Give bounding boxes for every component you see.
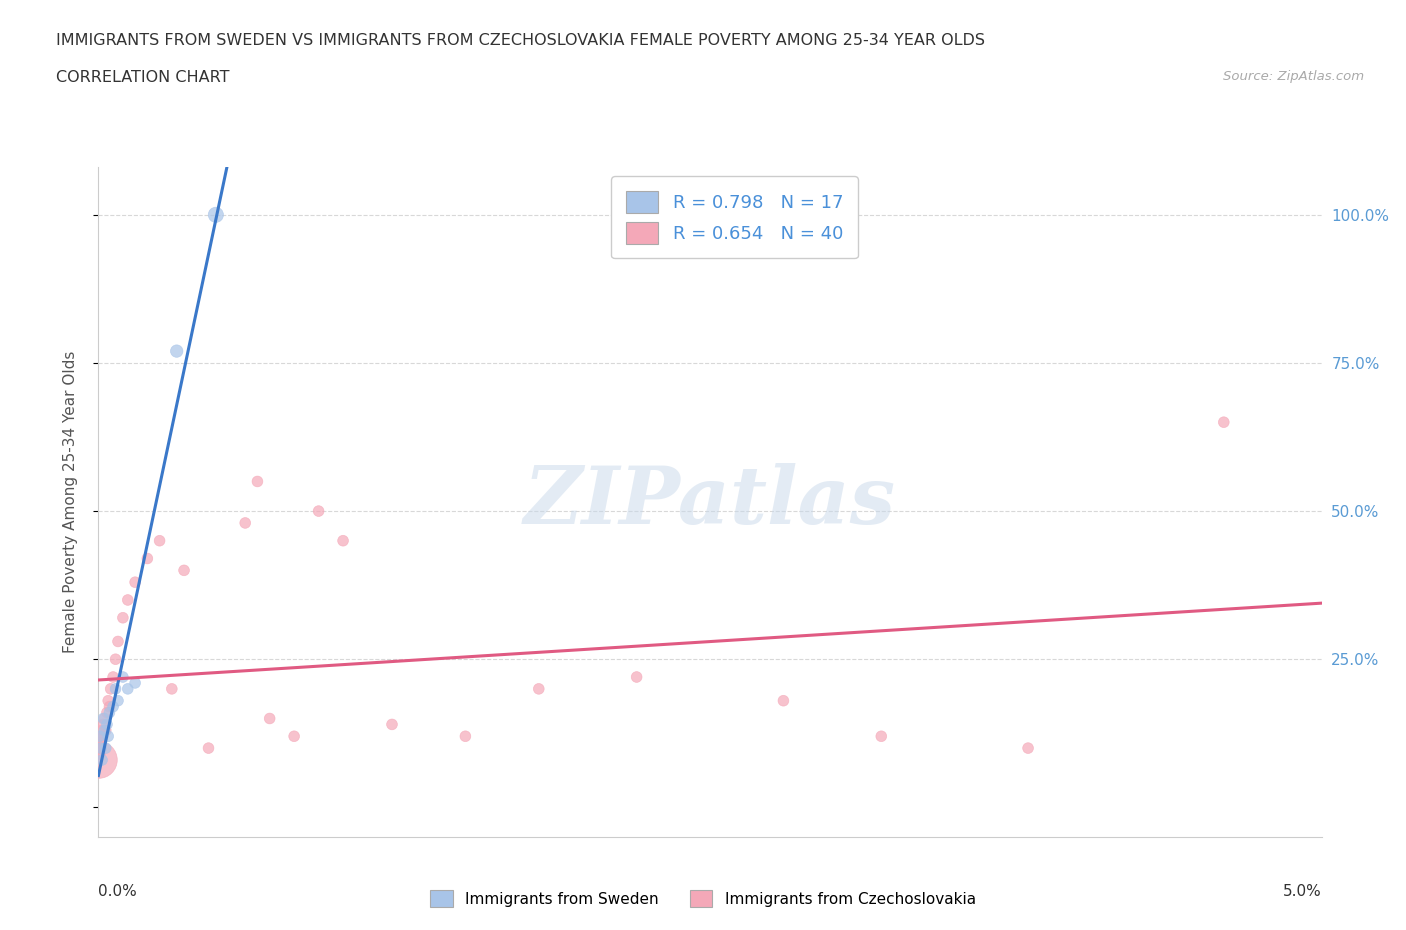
Point bbox=[197, 740, 219, 755]
Point bbox=[90, 740, 112, 755]
Text: 0.0%: 0.0% bbox=[98, 884, 138, 899]
Point bbox=[91, 729, 114, 744]
Point bbox=[101, 670, 124, 684]
Text: CORRELATION CHART: CORRELATION CHART bbox=[56, 70, 229, 85]
Point bbox=[98, 699, 121, 714]
Point bbox=[259, 711, 281, 726]
Point bbox=[91, 723, 114, 737]
Point bbox=[1212, 415, 1234, 430]
Point bbox=[89, 740, 111, 755]
Point bbox=[870, 729, 893, 744]
Point bbox=[166, 344, 188, 359]
Point bbox=[93, 723, 115, 737]
Point bbox=[205, 207, 228, 222]
Point bbox=[90, 729, 112, 744]
Point bbox=[160, 682, 183, 697]
Point bbox=[89, 747, 111, 762]
Point bbox=[626, 670, 648, 684]
Point bbox=[111, 610, 134, 625]
Point bbox=[117, 682, 139, 697]
Point bbox=[107, 634, 129, 649]
Point bbox=[89, 729, 111, 744]
Point bbox=[173, 563, 195, 578]
Point bbox=[91, 717, 114, 732]
Point bbox=[97, 693, 120, 708]
Legend: R = 0.798   N = 17, R = 0.654   N = 40: R = 0.798 N = 17, R = 0.654 N = 40 bbox=[612, 177, 858, 259]
Point bbox=[149, 533, 172, 548]
Point bbox=[283, 729, 305, 744]
Point bbox=[124, 675, 146, 690]
Point bbox=[87, 752, 110, 767]
Point bbox=[91, 752, 114, 767]
Point bbox=[94, 723, 117, 737]
Text: IMMIGRANTS FROM SWEDEN VS IMMIGRANTS FROM CZECHOSLOVAKIA FEMALE POVERTY AMONG 25: IMMIGRANTS FROM SWEDEN VS IMMIGRANTS FRO… bbox=[56, 33, 986, 47]
Text: ZIPatlas: ZIPatlas bbox=[524, 463, 896, 541]
Point bbox=[124, 575, 146, 590]
Point bbox=[233, 515, 256, 530]
Point bbox=[101, 699, 124, 714]
Point bbox=[93, 711, 115, 726]
Text: Source: ZipAtlas.com: Source: ZipAtlas.com bbox=[1223, 70, 1364, 83]
Point bbox=[94, 740, 117, 755]
Point bbox=[90, 740, 112, 755]
Point bbox=[527, 682, 550, 697]
Point bbox=[107, 693, 129, 708]
Point bbox=[96, 717, 118, 732]
Point bbox=[1017, 740, 1039, 755]
Point bbox=[381, 717, 404, 732]
Point bbox=[104, 682, 127, 697]
Point bbox=[97, 729, 120, 744]
Point bbox=[136, 551, 159, 566]
Point bbox=[100, 682, 122, 697]
Text: 5.0%: 5.0% bbox=[1282, 884, 1322, 899]
Point bbox=[111, 670, 134, 684]
Point bbox=[98, 705, 121, 720]
Point bbox=[772, 693, 794, 708]
Legend: Immigrants from Sweden, Immigrants from Czechoslovakia: Immigrants from Sweden, Immigrants from … bbox=[425, 884, 981, 913]
Point bbox=[91, 711, 114, 726]
Point bbox=[96, 705, 118, 720]
Point bbox=[117, 592, 139, 607]
Point bbox=[89, 735, 111, 750]
Point bbox=[332, 533, 354, 548]
Y-axis label: Female Poverty Among 25-34 Year Olds: Female Poverty Among 25-34 Year Olds bbox=[63, 351, 77, 654]
Point bbox=[454, 729, 477, 744]
Point bbox=[104, 652, 127, 667]
Point bbox=[308, 504, 330, 519]
Point bbox=[246, 474, 269, 489]
